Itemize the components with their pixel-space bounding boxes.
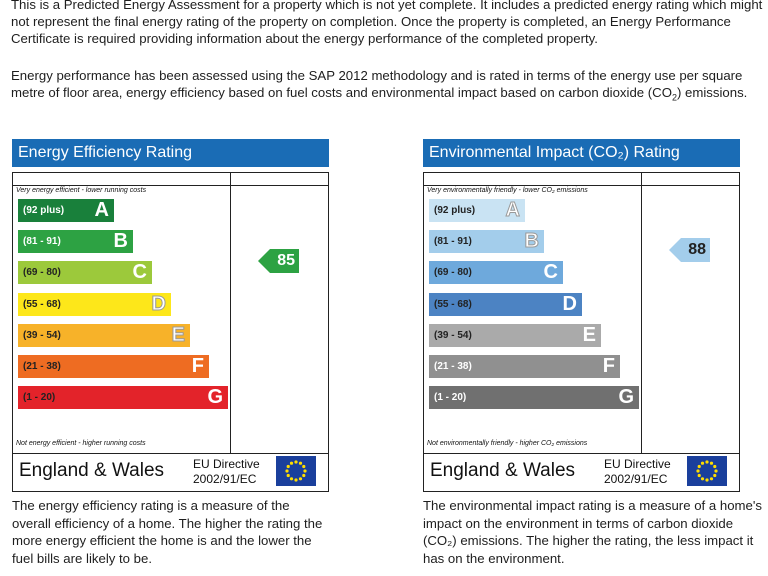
- bottom-caption: Not energy efficient - higher running co…: [16, 440, 146, 447]
- rating-band-e: (39 - 54) E: [429, 323, 601, 347]
- band-letter: A: [94, 199, 109, 221]
- band-letter: G: [207, 386, 223, 409]
- footer-divider: [424, 453, 739, 454]
- intro-paragraph: This is a Predicted Energy Assessment fo…: [11, 0, 763, 46]
- rating-band-b: (81 - 91) B: [18, 230, 133, 254]
- chart-footer: England & Wales EU Directive 2002/91/EC: [424, 453, 739, 491]
- rating-band-a: (92 plus) A: [18, 199, 114, 222]
- chart-frame: Very environmentally friendly - lower CO…: [423, 172, 740, 492]
- band-letter: F: [602, 355, 615, 377]
- directive-line-1: EU Directive: [193, 457, 260, 471]
- band-range: (92 plus): [434, 205, 476, 216]
- rating-band-e: (39 - 54) E: [18, 323, 190, 347]
- energy-efficiency-chart: Energy Efficiency Rating Very energy eff…: [12, 139, 329, 492]
- environmental-description: The environmental impact rating is a mea…: [423, 498, 762, 566]
- directive-line-1: EU Directive: [604, 457, 671, 471]
- directive-line-2: 2002/91/EC: [604, 472, 668, 486]
- region-label: England & Wales: [19, 460, 165, 481]
- directive-label: EU Directive 2002/91/EC: [193, 457, 260, 487]
- band-letter: E: [582, 323, 596, 346]
- bottom-caption: Not environmentally friendly - higher CO…: [427, 440, 588, 447]
- rating-band-g: (1 - 20) G: [429, 386, 639, 410]
- directive-line-2: 2002/91/EC: [193, 472, 257, 486]
- band-range: (81 - 91): [23, 236, 61, 248]
- band-letter: B: [524, 230, 539, 253]
- chart-footer: England & Wales EU Directive 2002/91/EC: [13, 453, 328, 491]
- band-range: (55 - 68): [23, 298, 61, 310]
- methodology-paragraph: Energy performance has been assessed usi…: [11, 67, 763, 107]
- rating-band-d: (55 - 68) D: [18, 292, 171, 316]
- rating-band-f: (21 - 38) F: [18, 355, 209, 378]
- band-range: (81 - 91): [434, 236, 472, 248]
- header-divider: [13, 185, 328, 186]
- rating-band-g: (1 - 20) G: [18, 386, 228, 410]
- chart-frame: Very energy efficient - lower running co…: [12, 172, 329, 492]
- band-range: (69 - 80): [434, 267, 472, 279]
- methodology-text-a: Energy performance has been assessed usi…: [11, 68, 743, 100]
- band-letter: E: [171, 323, 185, 346]
- efficiency-description: The energy efficiency rating is a measur…: [12, 498, 323, 566]
- chart-title: Energy Efficiency Rating: [12, 139, 329, 167]
- header-divider: [424, 185, 739, 186]
- band-letter: D: [151, 292, 166, 315]
- chart-title: Environmental Impact (CO₂) Rating: [423, 139, 740, 167]
- band-letter: A: [505, 199, 520, 222]
- rating-band-f: (21 - 38) F: [429, 355, 620, 378]
- potential-rating-arrow: 88: [669, 238, 710, 262]
- eu-flag-icon: [687, 456, 727, 486]
- methodology-text-b: ) emissions.: [676, 85, 748, 100]
- band-range: (21 - 38): [434, 361, 472, 372]
- rating-band-a: (92 plus) A: [429, 199, 525, 222]
- band-range: (92 plus): [23, 205, 65, 216]
- rating-band-b: (81 - 91) B: [429, 230, 544, 254]
- band-range: (69 - 80): [23, 267, 61, 279]
- top-caption: Very environmentally friendly - lower CO…: [427, 187, 588, 194]
- band-range: (39 - 54): [23, 329, 61, 341]
- band-range: (1 - 20): [23, 392, 56, 404]
- footer-divider: [13, 453, 328, 454]
- directive-label: EU Directive 2002/91/EC: [604, 457, 671, 487]
- rating-band-c: (69 - 80) C: [18, 261, 152, 285]
- band-letter: B: [113, 230, 128, 253]
- band-range: (55 - 68): [434, 298, 472, 310]
- rating-band-d: (55 - 68) D: [429, 292, 582, 316]
- band-letter: D: [562, 292, 577, 315]
- top-caption: Very energy efficient - lower running co…: [16, 187, 147, 194]
- band-range: (1 - 20): [434, 392, 467, 404]
- column-divider: [641, 173, 642, 453]
- eu-flag-icon: [276, 456, 316, 486]
- region-label: England & Wales: [430, 460, 576, 481]
- band-letter: C: [132, 261, 147, 284]
- band-range: (21 - 38): [23, 361, 61, 372]
- band-letter: F: [191, 355, 204, 377]
- band-letter: G: [618, 386, 634, 409]
- column-divider: [230, 173, 231, 453]
- rating-band-c: (69 - 80) C: [429, 261, 563, 285]
- potential-rating-arrow: 85: [258, 249, 299, 273]
- band-letter: C: [543, 261, 558, 284]
- band-range: (39 - 54): [434, 329, 472, 341]
- co2-subscript: 2: [671, 92, 677, 103]
- environmental-impact-chart: Environmental Impact (CO₂) Rating Very e…: [423, 139, 740, 492]
